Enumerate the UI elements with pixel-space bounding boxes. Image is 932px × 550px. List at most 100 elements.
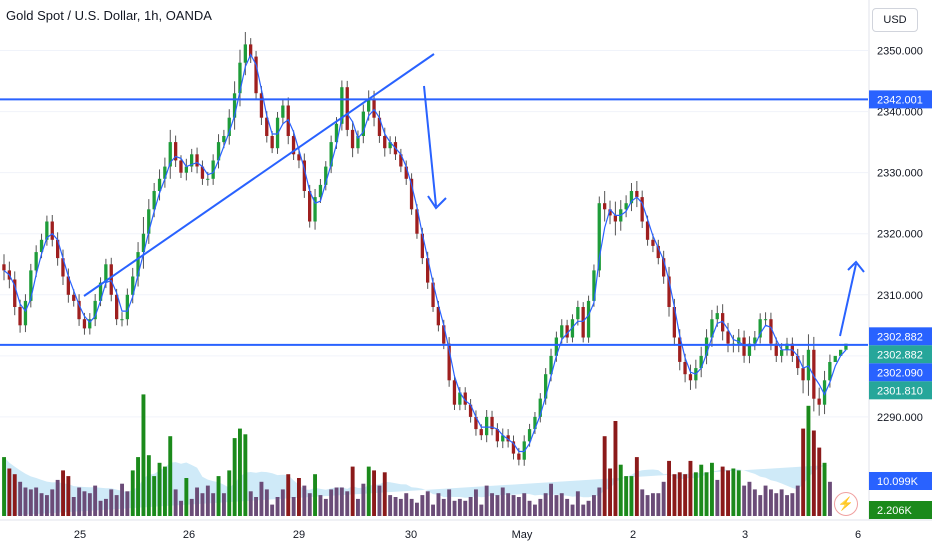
candle-body <box>29 270 33 301</box>
volume-bar <box>313 474 317 516</box>
volume-bar <box>559 493 564 516</box>
volume-bar <box>516 497 521 516</box>
volume-bar <box>425 491 430 516</box>
volume-bar <box>163 466 167 516</box>
volume-bar <box>463 500 468 516</box>
volume-bar <box>248 491 253 516</box>
candle-body <box>672 307 676 338</box>
candle-body <box>409 178 414 210</box>
candle-body <box>710 319 714 338</box>
candle-body <box>769 319 773 344</box>
volume-bar <box>307 493 312 516</box>
lightning-icon[interactable]: ⚡ <box>834 492 858 516</box>
candle-body <box>833 355 837 362</box>
candle-body <box>801 368 805 381</box>
volume-bar <box>415 502 419 516</box>
candle-body <box>200 166 205 179</box>
volume-bar <box>618 464 623 516</box>
price-axis[interactable]: 2290.0002300.0002310.0002320.0002330.000… <box>868 0 932 550</box>
volume-bar <box>2 457 6 516</box>
volume-bar <box>522 493 527 516</box>
volume-bar <box>581 504 586 516</box>
volume-bar <box>280 489 285 516</box>
candle-body <box>39 239 44 252</box>
volume-bar <box>790 493 795 516</box>
candle-body <box>506 435 510 442</box>
volume-bar <box>7 468 12 516</box>
candle-body <box>115 294 119 320</box>
candle-body <box>163 166 167 179</box>
candle-body <box>474 416 478 430</box>
candle-body <box>839 349 843 356</box>
volume-bar <box>586 500 591 516</box>
price-label-text: 2302.882 <box>877 349 923 361</box>
price-tick-label: 2350.000 <box>877 46 923 58</box>
price-tick-label: 2330.000 <box>877 168 923 180</box>
volume-bar <box>500 487 505 516</box>
volume-bar <box>801 428 806 516</box>
candle-body <box>806 349 811 381</box>
volume-bar <box>77 487 82 516</box>
candle-body <box>367 99 371 112</box>
price-tick-label: 2340.000 <box>877 107 923 119</box>
volume-bar <box>136 457 140 516</box>
volume-bar <box>602 436 607 516</box>
price-label-box <box>869 345 932 364</box>
volume-bar <box>763 485 768 516</box>
candle-body <box>147 209 151 234</box>
volume-bar <box>109 489 114 516</box>
time-axis[interactable]: 25 26 29 30 May 2 3 6 <box>0 519 932 541</box>
volume-bar <box>329 489 334 516</box>
candle-body <box>211 160 215 179</box>
candle-body <box>66 276 70 295</box>
candle-body <box>817 398 821 405</box>
drawings[interactable] <box>0 53 868 346</box>
volume-bar <box>82 491 87 516</box>
volume-bar <box>157 462 162 516</box>
volume-bar <box>479 504 484 516</box>
volume-bar <box>286 474 291 516</box>
volume-bar <box>227 470 232 516</box>
volume-bar <box>452 500 457 516</box>
candle-body <box>254 56 258 94</box>
candle-body <box>517 453 521 460</box>
volume-bar <box>817 447 822 516</box>
candle-body <box>227 117 231 136</box>
candle-body <box>726 331 730 344</box>
volume-bar <box>731 468 736 516</box>
volume-ma-area <box>4 457 830 516</box>
volume-bars <box>2 394 832 516</box>
candle-body <box>656 245 660 259</box>
volume-bar <box>130 470 135 516</box>
candle-body <box>77 300 81 320</box>
volume-bar <box>200 493 205 516</box>
candle-body <box>592 270 596 301</box>
time-tick-label: May <box>512 529 533 541</box>
volume-bar <box>50 489 55 516</box>
candle-body <box>420 233 424 259</box>
volume-bar <box>291 497 296 516</box>
candle-body <box>737 337 741 344</box>
candle-body <box>157 178 162 191</box>
candle-body <box>340 87 344 124</box>
chart-grid <box>0 50 868 418</box>
volume-bar <box>184 478 189 516</box>
volume-bar <box>806 405 811 516</box>
candle-body <box>490 416 494 430</box>
candle-body <box>544 374 548 399</box>
candle-body <box>549 355 553 375</box>
volume-bar <box>388 495 393 516</box>
candle-body <box>98 282 103 301</box>
down-arrow-drawing <box>423 85 447 210</box>
volume-bar <box>720 466 725 516</box>
candle-body <box>485 416 489 436</box>
currency-button[interactable]: USD <box>872 8 918 32</box>
volume-bar <box>297 478 301 516</box>
candles <box>2 32 848 466</box>
volume-bar <box>254 497 258 516</box>
candle-body <box>270 136 274 149</box>
volume-bar <box>565 498 570 516</box>
candle-body <box>34 252 38 271</box>
